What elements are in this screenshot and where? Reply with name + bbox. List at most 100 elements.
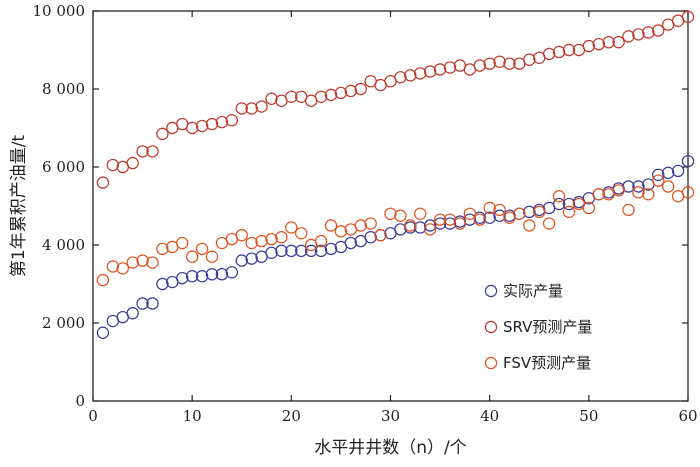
data-point-series-2 — [483, 201, 496, 215]
legend-label: FSV预测产量 — [503, 354, 591, 372]
data-point-series-0 — [364, 230, 377, 244]
data-point-series-2 — [661, 180, 675, 193]
data-point-series-2 — [642, 188, 655, 201]
data-point-series-0 — [176, 271, 189, 285]
data-point-series-2 — [96, 273, 110, 287]
y-tick-label: 8 000 — [42, 80, 85, 98]
data-point-series-1 — [423, 65, 437, 78]
data-point-series-2 — [176, 236, 189, 250]
data-point-series-1 — [136, 145, 149, 158]
data-point-series-2 — [622, 203, 635, 217]
data-point-series-0 — [483, 211, 496, 224]
data-point-series-0 — [314, 244, 328, 258]
data-point-series-0 — [275, 244, 288, 258]
data-point-series-1 — [562, 43, 576, 57]
data-point-series-1 — [195, 119, 209, 133]
data-point-series-2 — [185, 250, 199, 263]
data-points — [96, 10, 695, 339]
x-tick-label: 20 — [282, 407, 301, 425]
data-point-series-2 — [423, 223, 437, 236]
x-tick-label: 60 — [678, 407, 697, 425]
data-point-series-1 — [106, 158, 120, 172]
data-point-series-2 — [126, 256, 139, 269]
data-point-series-0 — [126, 307, 139, 320]
x-tick-label: 30 — [381, 407, 400, 425]
data-point-series-2 — [384, 207, 397, 220]
data-point-series-2 — [523, 219, 536, 232]
data-point-series-2 — [582, 201, 596, 215]
data-point-series-1 — [156, 127, 169, 141]
data-point-series-0 — [552, 197, 566, 211]
legend-marker — [484, 320, 498, 334]
y-tick-label: 4 000 — [42, 236, 85, 254]
data-point-series-0 — [235, 254, 248, 267]
data-point-series-2 — [463, 207, 477, 220]
data-point-series-2 — [156, 242, 169, 256]
data-point-series-2 — [314, 234, 328, 248]
data-point-series-0 — [562, 197, 576, 211]
data-point-series-1 — [433, 63, 447, 76]
data-point-series-0 — [215, 268, 229, 281]
data-point-series-2 — [612, 184, 625, 197]
data-point-series-2 — [295, 227, 308, 240]
data-point-series-2 — [552, 190, 566, 203]
data-point-series-0 — [423, 219, 437, 232]
data-point-series-2 — [394, 209, 407, 222]
data-point-series-1 — [185, 121, 199, 135]
data-point-series-2 — [285, 221, 298, 234]
data-point-series-0 — [185, 270, 199, 283]
data-point-series-1 — [622, 30, 635, 43]
data-point-series-1 — [324, 88, 338, 102]
data-point-series-0 — [295, 244, 308, 258]
data-point-series-0 — [146, 297, 159, 310]
data-point-series-1 — [314, 90, 328, 104]
data-point-series-0 — [681, 154, 695, 168]
data-point-series-2 — [533, 205, 546, 219]
data-point-series-1 — [503, 57, 516, 70]
data-point-series-1 — [334, 86, 348, 100]
x-axis-label: 水平井井数（n）/个 — [314, 438, 467, 458]
data-point-series-2 — [255, 234, 268, 248]
data-point-series-2 — [235, 229, 248, 242]
data-point-series-1 — [245, 102, 258, 115]
data-point-series-2 — [473, 213, 486, 226]
data-point-series-0 — [344, 236, 358, 250]
y-tick-label: 10 000 — [33, 2, 86, 20]
data-point-series-1 — [205, 117, 219, 131]
data-point-series-1 — [493, 55, 506, 68]
data-point-series-2 — [195, 242, 209, 256]
data-point-series-1 — [523, 53, 536, 66]
data-point-series-2 — [404, 219, 417, 232]
data-point-series-1 — [681, 10, 695, 24]
data-point-series-0 — [652, 168, 665, 181]
data-point-series-1 — [483, 57, 496, 70]
data-point-series-0 — [414, 221, 427, 234]
data-point-series-2 — [681, 186, 695, 199]
data-point-series-1 — [542, 47, 556, 61]
x-tick-label: 10 — [183, 407, 202, 425]
legend-label: 实际产量 — [503, 282, 563, 300]
data-point-series-2 — [414, 207, 427, 220]
legend: 实际产量 SRV预测产量 FSV预测产量 — [484, 282, 592, 372]
data-point-series-2 — [354, 219, 367, 232]
axis-ticks: 0 10 20 30 40 50 60 0 2 000 4 000 6 000 8 000 10 000 — [33, 2, 698, 425]
data-point-series-2 — [275, 230, 288, 244]
data-point-series-1 — [582, 39, 596, 53]
data-point-series-2 — [205, 250, 219, 263]
data-point-series-1 — [146, 145, 159, 158]
data-point-series-0 — [523, 205, 536, 219]
data-point-series-1 — [215, 115, 229, 129]
data-point-series-1 — [404, 69, 417, 82]
data-point-series-2 — [632, 186, 645, 199]
data-point-series-1 — [652, 24, 665, 37]
y-axis-label: 第1年累积产油量/t — [9, 135, 29, 278]
data-point-series-2 — [364, 217, 377, 230]
data-point-series-1 — [642, 26, 655, 39]
data-point-series-1 — [235, 102, 248, 115]
data-point-series-2 — [453, 217, 467, 230]
y-tick-label: 6 000 — [42, 158, 85, 176]
data-point-series-1 — [552, 45, 566, 59]
data-point-series-1 — [632, 28, 645, 41]
data-point-series-2 — [542, 217, 556, 230]
